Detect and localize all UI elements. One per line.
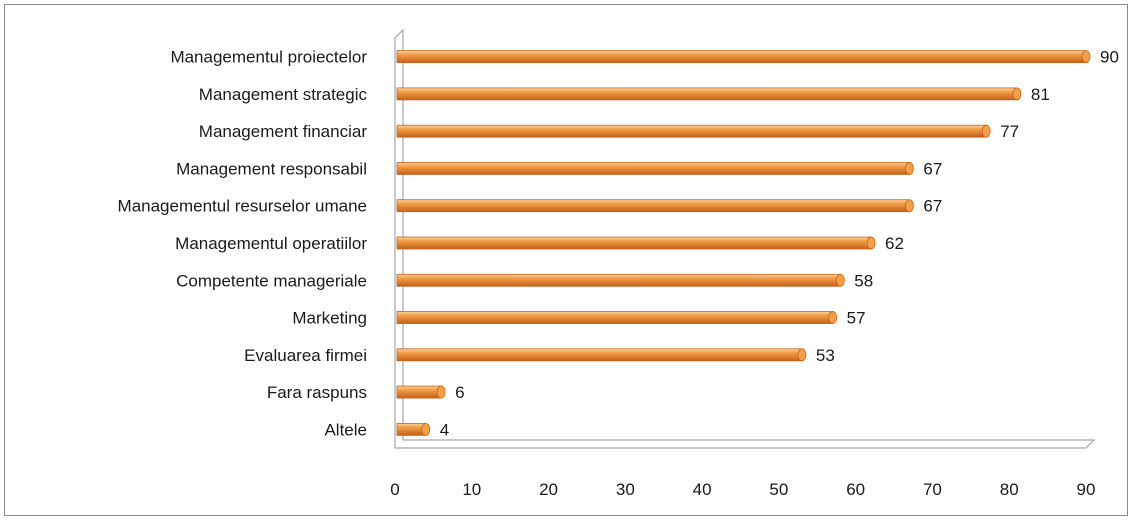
x-tick-label: 40: [693, 480, 712, 499]
data-label: 62: [885, 234, 904, 253]
bar-body: [396, 385, 442, 399]
bar-end-cap: [797, 348, 807, 362]
category-label: Management strategic: [199, 85, 368, 104]
category-label: Fara raspuns: [267, 383, 367, 402]
category-label: Managementul resurselor umane: [118, 197, 367, 216]
data-label: 57: [847, 309, 866, 328]
bar-end-cap: [981, 124, 991, 138]
data-label: 4: [440, 420, 449, 439]
bar: [396, 50, 1091, 64]
bar-end-cap: [1081, 50, 1091, 64]
category-label: Altele: [324, 420, 367, 439]
data-label: 67: [923, 197, 942, 216]
x-tick-label: 70: [923, 480, 942, 499]
x-tick-label: 10: [462, 480, 481, 499]
data-label: 90: [1100, 48, 1119, 67]
bar-body: [396, 124, 987, 138]
bar-body: [396, 162, 910, 175]
x-tick-label: 50: [769, 480, 788, 499]
y-axis-wall: [394, 28, 404, 448]
category-label: Evaluarea firmei: [244, 346, 367, 365]
data-label: 77: [1000, 122, 1019, 141]
bars: [396, 50, 1091, 436]
bar: [396, 385, 446, 399]
bar-end-cap: [421, 422, 431, 436]
category-label: Marketing: [292, 309, 367, 328]
bar-end-cap: [1012, 87, 1022, 101]
category-label: Competente manageriale: [176, 271, 367, 290]
category-label: Management responsabil: [176, 159, 367, 178]
x-tick-label: 0: [390, 480, 399, 499]
bar: [396, 199, 914, 213]
data-label: 58: [854, 271, 873, 290]
bar: [396, 348, 807, 362]
chart-border: [4, 4, 1128, 516]
data-label: 67: [923, 159, 942, 178]
labels: 0 10 20 30 40 50 60 70 80 90 Managementul proiecte…: [118, 48, 1119, 499]
bar-end-cap: [866, 236, 876, 250]
bar-body: [396, 236, 872, 250]
bar-end-cap: [828, 311, 838, 324]
x-axis-floor: [395, 439, 1096, 449]
data-label: 6: [455, 383, 464, 402]
bar-body: [396, 50, 1087, 64]
bar-end-cap: [835, 273, 845, 287]
bar-end-cap: [905, 162, 914, 175]
category-label: Management financiar: [199, 122, 368, 141]
category-label: Managementul proiectelor: [170, 48, 367, 67]
bar-body: [396, 273, 841, 287]
category-label: Managementul operatiilor: [175, 234, 367, 253]
bar-body: [396, 348, 803, 362]
bar: [396, 422, 431, 436]
x-tick-label: 20: [539, 480, 558, 499]
bar-end-cap: [436, 385, 446, 399]
data-label: 53: [816, 346, 835, 365]
bar: [396, 124, 991, 138]
data-label: 81: [1031, 85, 1050, 104]
bar: [396, 311, 838, 324]
bar-body: [396, 311, 834, 324]
bar: [396, 162, 914, 175]
bar: [396, 273, 845, 287]
bar-end-cap: [905, 199, 914, 213]
x-tick-label: 80: [1000, 480, 1019, 499]
bar: [396, 87, 1022, 101]
bar-body: [396, 199, 910, 213]
bar-body: [396, 87, 1018, 101]
x-tick-label: 90: [1077, 480, 1096, 499]
x-tick-label: 30: [616, 480, 635, 499]
axes: [394, 28, 1096, 449]
bar: [396, 236, 876, 250]
x-tick-label: 60: [846, 480, 865, 499]
